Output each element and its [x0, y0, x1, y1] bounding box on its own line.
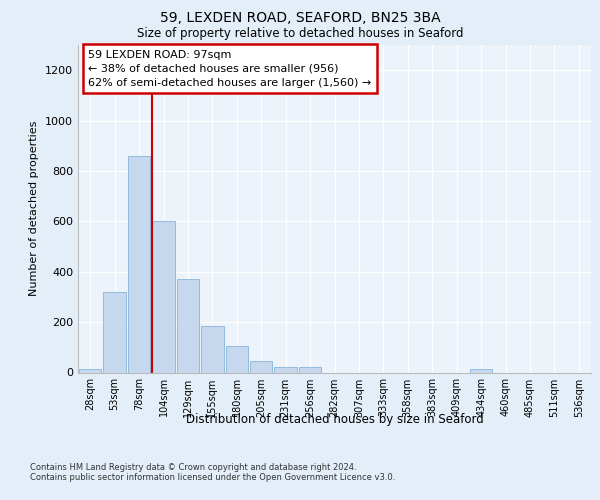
Text: Contains HM Land Registry data © Crown copyright and database right 2024.
Contai: Contains HM Land Registry data © Crown c… [30, 462, 395, 482]
Bar [470, 368, 493, 372]
Bar [79, 368, 101, 372]
Bar [103, 292, 126, 372]
Bar [201, 326, 224, 372]
Bar [176, 280, 199, 372]
Bar [299, 368, 322, 372]
Bar [250, 361, 272, 372]
Bar [274, 368, 297, 372]
Bar [128, 156, 151, 372]
Text: 59, LEXDEN ROAD, SEAFORD, BN25 3BA: 59, LEXDEN ROAD, SEAFORD, BN25 3BA [160, 11, 440, 25]
Text: Size of property relative to detached houses in Seaford: Size of property relative to detached ho… [137, 28, 463, 40]
Bar [226, 346, 248, 372]
Bar [152, 222, 175, 372]
Text: Distribution of detached houses by size in Seaford: Distribution of detached houses by size … [186, 412, 484, 426]
Text: 59 LEXDEN ROAD: 97sqm
← 38% of detached houses are smaller (956)
62% of semi-det: 59 LEXDEN ROAD: 97sqm ← 38% of detached … [88, 50, 371, 88]
Y-axis label: Number of detached properties: Number of detached properties [29, 121, 40, 296]
